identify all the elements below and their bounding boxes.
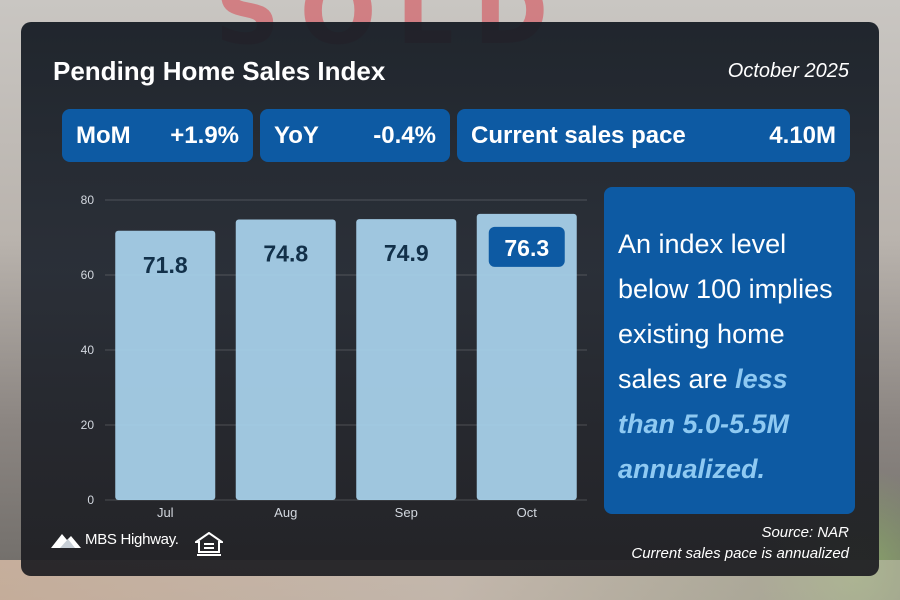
- y-tick-label: 40: [81, 343, 95, 357]
- stat-yoy: YoY -0.4%: [260, 109, 450, 162]
- stat-mom-label: MoM: [76, 121, 131, 149]
- bar-value-label: 74.8: [263, 241, 308, 267]
- info-note-emphasis: less than 5.0-5.5M annualized.: [618, 364, 790, 484]
- x-tick-label: Jul: [157, 505, 174, 520]
- y-tick-label: 0: [87, 493, 94, 507]
- bar: [356, 219, 457, 500]
- x-tick-label: Aug: [274, 505, 297, 520]
- x-tick-label: Oct: [517, 505, 538, 520]
- bar-value-label: 74.9: [384, 240, 429, 266]
- bar-value-label: 76.3: [504, 235, 549, 261]
- pace-footnote: Current sales pace is annualized: [631, 545, 849, 562]
- infographic-card: Pending Home Sales Index October 2025 Mo…: [21, 22, 879, 576]
- bar: [115, 230, 216, 500]
- info-note-text: An index level below 100 implies existin…: [618, 229, 833, 394]
- y-tick-label: 20: [81, 418, 95, 432]
- logo-text: MBS Highway.: [85, 530, 179, 548]
- equal-housing-icon: [195, 532, 223, 556]
- stat-mom: MoM +1.9%: [62, 109, 253, 162]
- source-note: Source: NAR Current sales pace is annual…: [631, 522, 849, 564]
- source-text: Source: NAR: [761, 524, 849, 541]
- mountain-icon: [51, 534, 81, 548]
- info-note: An index level below 100 implies existin…: [604, 187, 855, 514]
- stat-pace-value: 4.10M: [769, 121, 836, 149]
- bar: [235, 219, 336, 500]
- bar: [476, 213, 577, 500]
- stat-sales-pace: Current sales pace 4.10M: [457, 109, 850, 162]
- stat-yoy-label: YoY: [274, 121, 319, 149]
- stat-mom-value: +1.9%: [170, 121, 239, 149]
- stat-pace-label: Current sales pace: [471, 121, 686, 149]
- x-tick-label: Sep: [395, 505, 418, 520]
- stat-yoy-value: -0.4%: [373, 121, 436, 149]
- mbs-highway-logo: MBS Highway.: [51, 530, 179, 548]
- y-tick-label: 60: [81, 268, 95, 282]
- report-date: October 2025: [727, 60, 849, 82]
- y-tick-label: 80: [81, 193, 95, 207]
- bar-value-label: 71.8: [143, 252, 188, 278]
- bar-chart: 0 20 40 60 80 71.8 Jul 74.8 Aug 74.9 Sep 76.3 Oct: [81, 193, 587, 520]
- bar-label-highlight: [488, 226, 565, 267]
- page-title: Pending Home Sales Index: [53, 56, 386, 86]
